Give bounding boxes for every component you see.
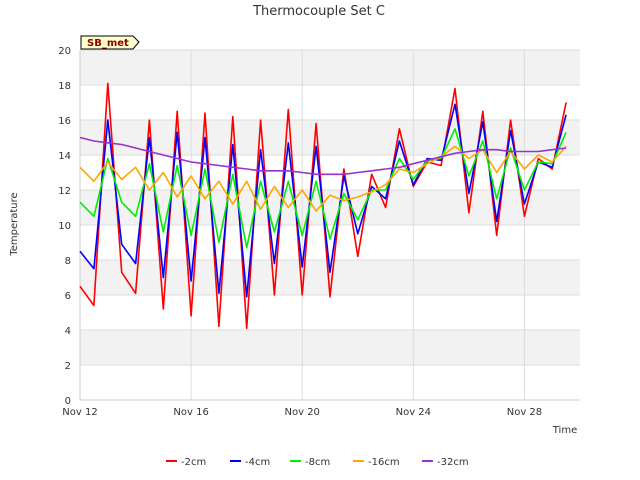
x-tick-label: Nov 24: [396, 407, 431, 418]
plot-band: [80, 295, 580, 330]
legend-label: -16cm: [368, 457, 400, 468]
chart-title: Thermocouple Set C: [252, 4, 385, 19]
plot-band: [80, 120, 580, 155]
x-tick-label: Nov 12: [62, 407, 97, 418]
y-tick-labels: 0 2 4 6 8 10 12 14 16 18 20: [58, 46, 71, 407]
legend: -2cm -4cm -8cm -16cm -32cm: [166, 457, 469, 468]
series-lines: [79, 82, 567, 330]
y-tick-label: 10: [58, 221, 71, 232]
x-tick-label: Nov 28: [507, 407, 542, 418]
y-tick-label: 16: [58, 116, 71, 127]
plot-band: [80, 50, 580, 85]
sb-met-badge: SB_met: [80, 35, 140, 50]
y-tick-label: 2: [65, 361, 71, 372]
legend-label: -2cm: [181, 457, 206, 468]
y-tick-label: 18: [58, 81, 71, 92]
x-tick-label: Nov 20: [285, 407, 320, 418]
badge-shape: [80, 35, 140, 50]
badge-label: SB_met: [87, 38, 129, 49]
plot-band: [80, 365, 580, 400]
series-line-8cm: [79, 128, 567, 249]
y-tick-label: 20: [58, 46, 71, 57]
y-tick-label: 6: [65, 291, 71, 302]
y-tick-label: 12: [58, 186, 71, 197]
plot-band: [80, 225, 580, 260]
plot-band: [80, 330, 580, 365]
grid-lines: [79, 49, 580, 401]
x-axis-label: Time: [552, 425, 577, 436]
x-tick-label: Nov 16: [173, 407, 208, 418]
legend-label: -8cm: [305, 457, 330, 468]
series-line-32cm: [79, 136, 567, 176]
y-tick-label: 14: [58, 151, 71, 162]
y-axis-label: Temperature: [9, 192, 20, 256]
y-tick-label: 0: [65, 396, 71, 407]
legend-label: -32cm: [437, 457, 469, 468]
plot-band: [80, 85, 580, 120]
x-tick-labels: Nov 12 Nov 16 Nov 20 Nov 24 Nov 28: [62, 407, 542, 418]
legend-label: -4cm: [245, 457, 270, 468]
series-line-16cm: [79, 145, 567, 212]
y-tick-label: 8: [65, 256, 71, 267]
y-tick-label: 4: [65, 326, 71, 337]
